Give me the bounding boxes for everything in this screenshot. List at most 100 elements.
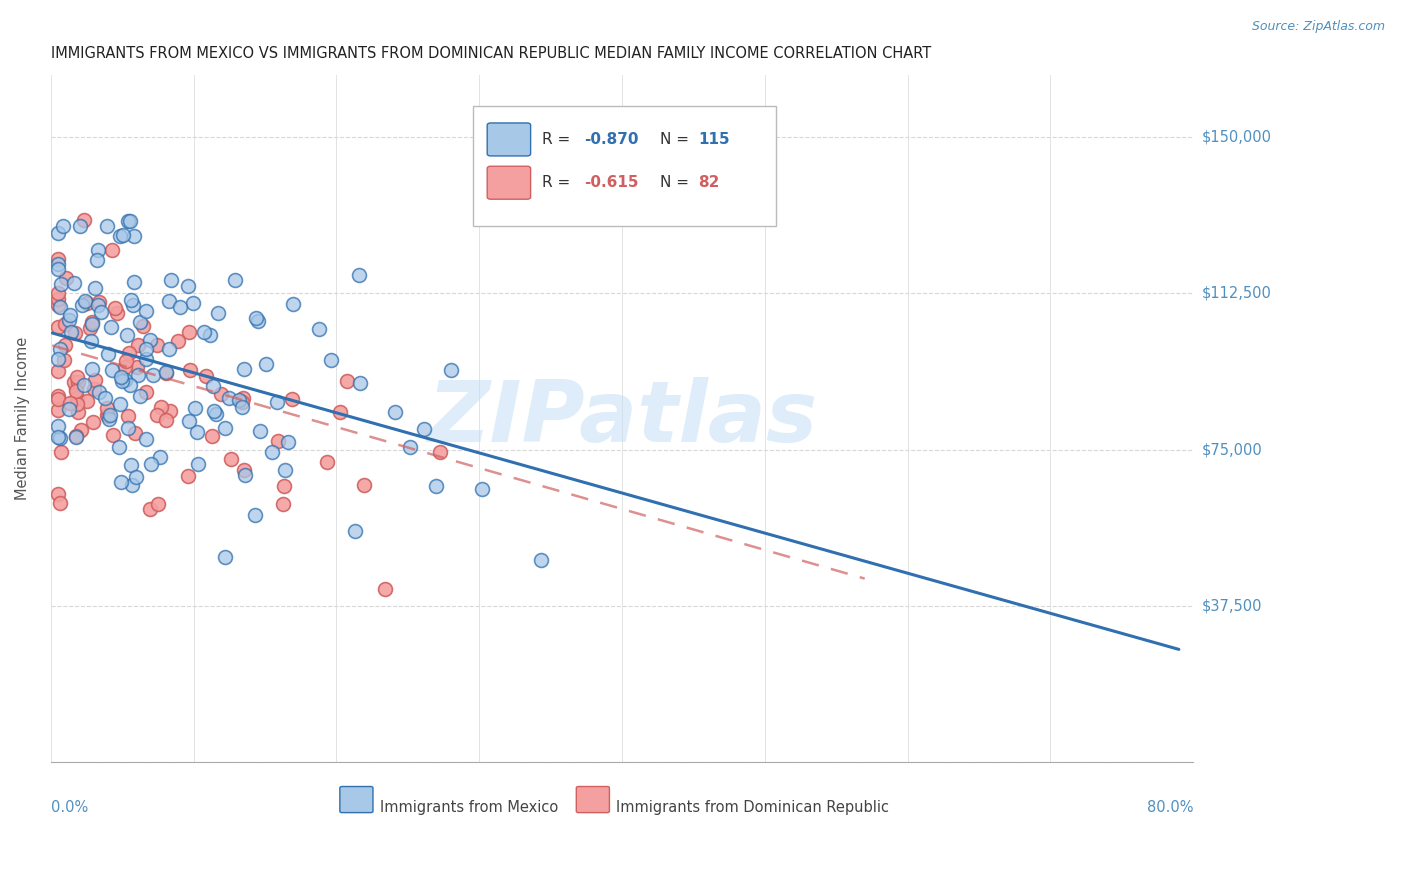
Text: $112,500: $112,500 (1202, 286, 1271, 301)
Point (108, 229, 131, 244)
Point (271, 497, 294, 511)
Point (316, 454, 339, 468)
Point (114, 373, 136, 387)
Point (202, 404, 225, 418)
Point (46, 392, 69, 406)
FancyBboxPatch shape (576, 787, 609, 813)
Point (207, 306, 229, 320)
Text: $37,500: $37,500 (1202, 599, 1263, 613)
Text: R =: R = (543, 132, 575, 147)
Point (66, 392, 89, 406)
Point (122, 298, 145, 312)
Point (267, 434, 290, 449)
Point (399, 440, 422, 454)
Point (214, 421, 236, 435)
Point (245, 311, 267, 326)
Point (249, 424, 271, 438)
Point (530, 553, 553, 567)
Point (329, 404, 352, 418)
Point (111, 374, 134, 388)
Point (65, 430, 87, 444)
Point (150, 400, 173, 414)
Point (96, 401, 118, 415)
Point (181, 296, 204, 310)
Point (122, 275, 145, 289)
Point (82, 318, 104, 332)
Point (46, 352, 69, 367)
Point (70, 424, 93, 438)
Point (66, 397, 89, 411)
Point (96, 408, 118, 422)
Point (231, 395, 253, 409)
Point (67, 405, 90, 419)
Point (117, 409, 139, 423)
Text: 80.0%: 80.0% (1147, 799, 1194, 814)
Y-axis label: Median Family Income: Median Family Income (15, 336, 30, 500)
Point (117, 213, 139, 227)
Point (55, 271, 77, 285)
Text: 0.0%: 0.0% (51, 799, 89, 814)
Point (167, 334, 190, 349)
Text: -0.870: -0.870 (585, 132, 638, 147)
Text: Immigrants from Mexico: Immigrants from Mexico (380, 799, 558, 814)
Point (157, 293, 180, 308)
Point (149, 450, 172, 465)
Point (209, 387, 232, 401)
Point (277, 435, 299, 450)
Point (83, 383, 105, 397)
Point (108, 396, 131, 410)
Point (155, 413, 177, 427)
Point (233, 361, 256, 376)
Point (60, 325, 83, 339)
Text: N =: N = (659, 132, 693, 147)
Point (103, 427, 125, 442)
Point (160, 273, 183, 287)
Point (184, 401, 207, 415)
Point (198, 328, 221, 343)
Point (262, 445, 284, 459)
Point (344, 524, 367, 538)
Point (232, 462, 254, 476)
Point (83, 281, 105, 295)
Point (169, 301, 191, 315)
Point (125, 359, 148, 374)
Point (86, 253, 108, 268)
Point (118, 377, 141, 392)
Point (100, 320, 122, 334)
Point (58, 402, 80, 417)
Point (111, 228, 134, 243)
Text: -0.615: -0.615 (585, 175, 638, 190)
Point (94, 391, 117, 405)
Point (273, 463, 295, 477)
Point (75, 293, 97, 308)
Point (245, 508, 267, 522)
Point (87, 297, 110, 311)
Point (129, 315, 152, 329)
Point (59, 308, 82, 322)
Point (135, 304, 157, 318)
Point (63, 276, 86, 290)
Point (120, 213, 142, 227)
Point (193, 325, 215, 339)
Point (108, 440, 131, 454)
Point (127, 368, 149, 382)
Point (46, 298, 69, 312)
Point (157, 342, 180, 356)
Point (235, 468, 257, 483)
Text: N =: N = (659, 175, 693, 190)
Point (127, 338, 149, 352)
Point (48, 431, 70, 445)
Point (205, 407, 228, 421)
Point (59, 396, 82, 410)
Point (104, 301, 127, 315)
Point (177, 468, 200, 483)
Point (440, 363, 463, 377)
Point (187, 457, 209, 471)
Point (195, 368, 218, 383)
Point (101, 363, 124, 377)
Point (125, 469, 148, 483)
Point (128, 389, 150, 403)
Point (412, 422, 434, 436)
Point (228, 392, 250, 407)
Point (425, 478, 447, 492)
